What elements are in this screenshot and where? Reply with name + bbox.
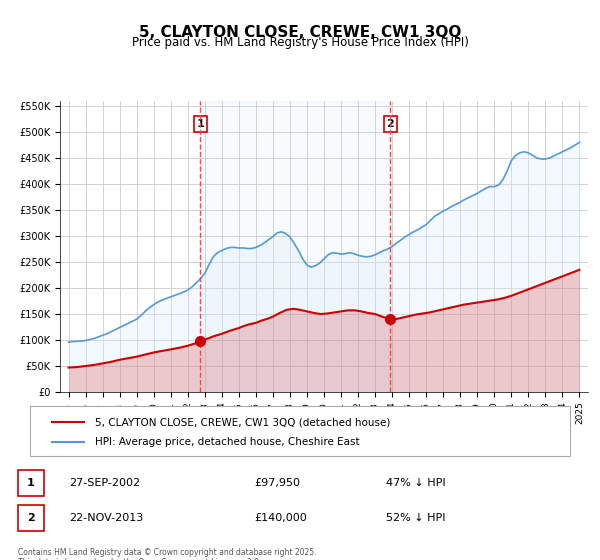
Bar: [200, 101, 391, 392]
Text: 1: 1: [27, 478, 35, 488]
Text: 52% ↓ HPI: 52% ↓ HPI: [386, 513, 446, 523]
Text: £97,950: £97,950: [254, 478, 300, 488]
Text: Contains HM Land Registry data © Crown copyright and database right 2025.
This d: Contains HM Land Registry data © Crown c…: [18, 548, 317, 560]
Text: 5, CLAYTON CLOSE, CREWE, CW1 3QQ (detached house): 5, CLAYTON CLOSE, CREWE, CW1 3QQ (detach…: [95, 417, 390, 427]
FancyBboxPatch shape: [18, 505, 44, 531]
Text: 1: 1: [196, 119, 204, 129]
Text: Price paid vs. HM Land Registry's House Price Index (HPI): Price paid vs. HM Land Registry's House …: [131, 36, 469, 49]
Text: HPI: Average price, detached house, Cheshire East: HPI: Average price, detached house, Ches…: [95, 437, 359, 447]
Text: 2: 2: [386, 119, 394, 129]
Text: 5, CLAYTON CLOSE, CREWE, CW1 3QQ: 5, CLAYTON CLOSE, CREWE, CW1 3QQ: [139, 25, 461, 40]
Text: 22-NOV-2013: 22-NOV-2013: [70, 513, 144, 523]
Text: £140,000: £140,000: [254, 513, 307, 523]
FancyBboxPatch shape: [18, 470, 44, 496]
FancyBboxPatch shape: [30, 406, 570, 456]
Text: 2: 2: [27, 513, 35, 523]
Text: 27-SEP-2002: 27-SEP-2002: [70, 478, 141, 488]
Text: 47% ↓ HPI: 47% ↓ HPI: [386, 478, 446, 488]
